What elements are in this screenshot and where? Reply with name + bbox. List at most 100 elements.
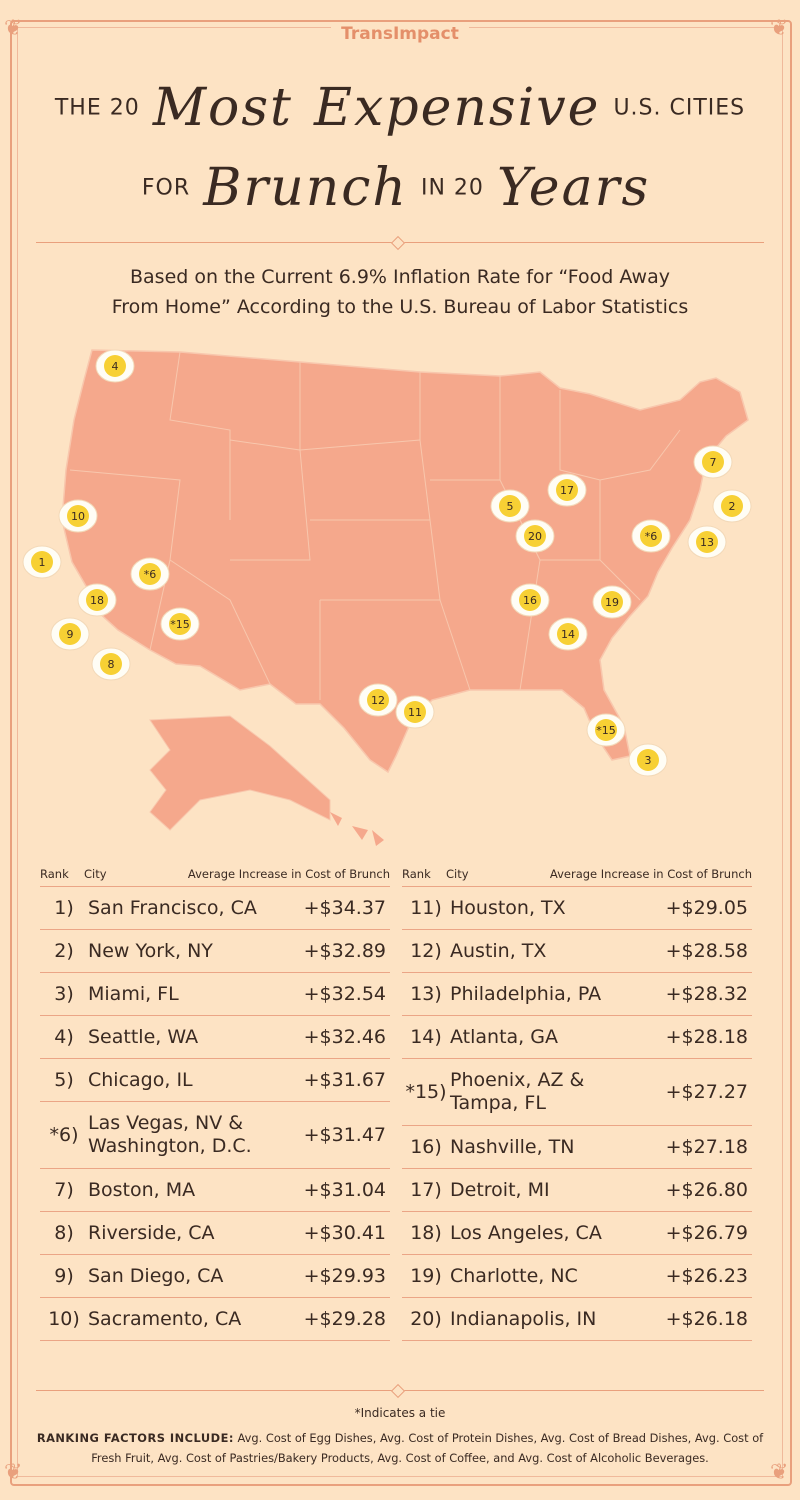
rank-cell: 5) [54, 1069, 74, 1091]
increase-cell: +$29.93 [303, 1265, 386, 1287]
rank-cell: 9) [54, 1265, 74, 1287]
table-row: 8) Riverside, CA +$30.41 [40, 1212, 390, 1255]
rank-cell: 19) [410, 1265, 442, 1287]
flourish-icon: ❦ [4, 16, 23, 41]
header-rank: Rank [402, 867, 431, 881]
table-row: *15) Phoenix, AZ & Tampa, FL +$27.27 [402, 1059, 752, 1126]
egg-marker: 17 [547, 473, 587, 507]
title-script: Years [497, 158, 651, 218]
city-name: Austin, TX [450, 939, 547, 962]
city-name: Miami, FL [88, 982, 179, 1005]
egg-marker: *15 [586, 713, 626, 747]
header-increase: Average Increase in Cost of Brunch [549, 867, 752, 881]
increase-cell: +$32.46 [303, 1026, 386, 1048]
egg-marker: 5 [490, 489, 530, 523]
title-text: U.S. CITIES [613, 95, 746, 121]
egg-marker: 8 [91, 647, 131, 681]
header-city: City [446, 867, 469, 881]
egg-marker: *6 [130, 557, 170, 591]
city-name: Philadelphia, PA [450, 982, 602, 1005]
marker-label: 3 [645, 754, 652, 767]
title-script: Expensive [314, 78, 601, 138]
marker-label: 19 [605, 596, 619, 609]
state-borders [69, 351, 681, 700]
rank-cell: 13) [410, 983, 442, 1005]
marker-label: 16 [523, 594, 537, 607]
egg-marker: 3 [628, 743, 668, 777]
page-title-line1: THE 20 Most Expensive U.S. CITIES [30, 78, 770, 138]
city-cell: Nashville, TN [450, 1136, 666, 1159]
rank-cell: 1) [54, 897, 74, 919]
city-cell: New York, NY [88, 940, 304, 963]
marker-label: 18 [90, 594, 104, 607]
egg-marker: 4 [95, 349, 135, 383]
marker-label: 4 [112, 360, 119, 373]
city-cell: Charlotte, NC [450, 1265, 666, 1288]
city-name: Chicago, IL [88, 1068, 193, 1091]
city-cell: Los Angeles, CA [450, 1222, 666, 1245]
table-row: 11) Houston, TX +$29.05 [402, 887, 752, 930]
marker-label: 5 [507, 500, 514, 513]
city-name: Houston, TX [450, 896, 566, 919]
rank-cell: 12) [410, 940, 442, 962]
rank-cell: 17) [410, 1179, 442, 1201]
city-cell: Phoenix, AZ & Tampa, FL [450, 1069, 666, 1115]
table-header: Rank City Average Increase in Cost of Br… [40, 862, 390, 887]
rank-cell: 14) [410, 1026, 442, 1048]
table-row: 13) Philadelphia, PA +$28.32 [402, 973, 752, 1016]
table-row: 14) Atlanta, GA +$28.18 [402, 1016, 752, 1059]
rank-cell: *15) [405, 1081, 447, 1103]
city-name: Boston, MA [88, 1178, 196, 1201]
marker-label: *6 [144, 568, 157, 581]
marker-label: 20 [528, 530, 542, 543]
city-name: Phoenix, AZ & [450, 1069, 585, 1091]
increase-cell: +$26.18 [665, 1308, 748, 1330]
marker-label: 13 [700, 536, 714, 549]
title-script: Brunch [203, 158, 408, 218]
city-cell: Philadelphia, PA [450, 983, 666, 1006]
increase-cell: +$28.32 [665, 983, 748, 1005]
rankings-table-right: Rank City Average Increase in Cost of Br… [402, 862, 752, 1341]
city-cell: Chicago, IL [88, 1069, 304, 1092]
increase-cell: +$31.47 [303, 1124, 386, 1146]
title-text: THE 20 [54, 95, 140, 121]
subtitle: Based on the Current 6.9% Inflation Rate… [60, 262, 740, 322]
marker-label: 12 [371, 694, 385, 707]
rankings-table-left: Rank City Average Increase in Cost of Br… [40, 862, 390, 1341]
table-row: 3) Miami, FL +$32.54 [40, 973, 390, 1016]
marker-label: *6 [645, 530, 658, 543]
rank-cell: 3) [54, 983, 74, 1005]
table-row: 17) Detroit, MI +$26.80 [402, 1169, 752, 1212]
table-row: 18) Los Angeles, CA +$26.79 [402, 1212, 752, 1255]
city-cell: Miami, FL [88, 983, 304, 1006]
egg-marker: 12 [358, 683, 398, 717]
city-cell: Austin, TX [450, 940, 666, 963]
marker-label: *15 [596, 724, 616, 737]
footnote: *Indicates a tie [354, 1406, 446, 1420]
marker-label: 2 [729, 500, 736, 513]
header-city: City [84, 867, 107, 881]
rank-cell: 10) [48, 1308, 80, 1330]
alaska-shape [149, 715, 331, 831]
rank-cell: *6) [49, 1124, 79, 1146]
subtitle-line: Based on the Current 6.9% Inflation Rate… [130, 266, 670, 288]
marker-label: 8 [108, 658, 115, 671]
rank-cell: 20) [410, 1308, 442, 1330]
city-cell: Houston, TX [450, 897, 666, 920]
egg-marker: 14 [548, 617, 588, 651]
increase-cell: +$29.05 [665, 897, 748, 919]
increase-cell: +$30.41 [303, 1222, 386, 1244]
marker-label: 10 [71, 510, 85, 523]
city-name: Detroit, MI [450, 1178, 550, 1201]
marker-label: 9 [67, 628, 74, 641]
egg-marker: 16 [510, 583, 550, 617]
egg-marker: 9 [50, 617, 90, 651]
table-row: 5) Chicago, IL +$31.67 [40, 1059, 390, 1102]
marker-label: *15 [170, 618, 190, 631]
increase-cell: +$28.18 [665, 1026, 748, 1048]
increase-cell: +$26.79 [665, 1222, 748, 1244]
rank-cell: 11) [410, 897, 442, 919]
table-row: 16) Nashville, TN +$27.18 [402, 1126, 752, 1169]
increase-cell: +$29.28 [303, 1308, 386, 1330]
increase-cell: +$34.37 [303, 897, 386, 919]
